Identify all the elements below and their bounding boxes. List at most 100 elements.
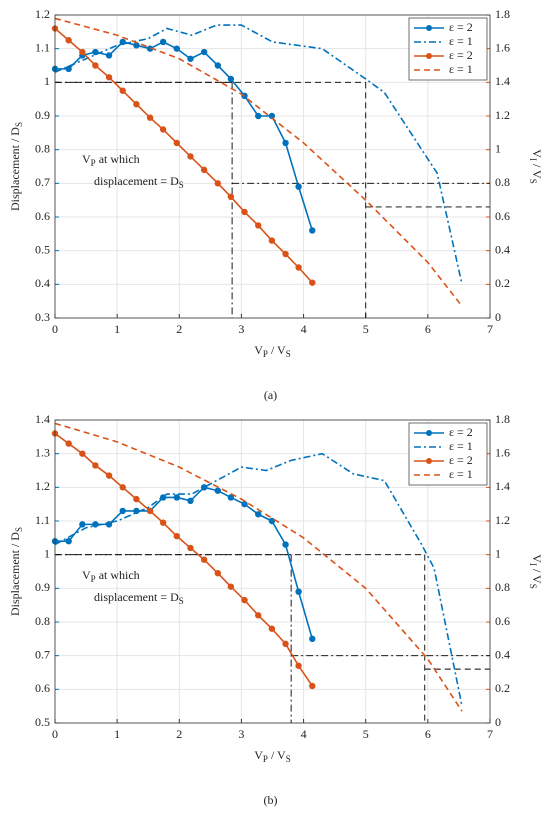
y2-tick-label: 0.4 [495, 242, 510, 256]
legend-marker [426, 25, 432, 31]
y2-tick-label: 0.6 [495, 614, 510, 628]
annotation: displacement = DS [94, 174, 184, 190]
legend-label: ε = 1 [449, 62, 473, 76]
y-axis-label-part: S [14, 527, 24, 532]
point [92, 462, 99, 469]
legend-marker [426, 53, 432, 59]
y2-tick-label: 1 [495, 141, 501, 155]
x-tick-label: 7 [487, 727, 493, 741]
series-line [55, 17, 463, 307]
point [268, 625, 276, 632]
y2-tick-label: 0.4 [495, 647, 510, 661]
x-tick-label: 5 [363, 322, 369, 336]
x-tick-label: 6 [425, 727, 431, 741]
x-tick-label: 6 [425, 322, 431, 336]
y-axis-label-part: Displacement / D [8, 127, 22, 211]
point [309, 227, 316, 234]
y2-tick-label: 0 [495, 715, 501, 729]
legend-label: ε = 1 [449, 467, 473, 481]
point [146, 45, 154, 52]
point [133, 495, 140, 503]
y2-axis-label: VI / VS [528, 149, 544, 183]
point [200, 48, 208, 56]
point [200, 556, 208, 563]
point [92, 62, 99, 69]
annotation-part: S [179, 180, 184, 190]
y2-axis-label-part: / V [530, 161, 544, 179]
y-axis-label: Displacement / DS [8, 122, 24, 211]
y-tick-label: 1.4 [35, 412, 50, 426]
y2-tick-label: 0.2 [495, 681, 510, 695]
point [79, 48, 86, 56]
x-tick-label: 3 [238, 322, 244, 336]
legend-label: ε = 1 [449, 439, 473, 453]
x-tick-label: 4 [301, 727, 307, 741]
y2-axis-label: VI / VS [528, 554, 544, 588]
point [241, 208, 248, 216]
y2-tick-label: 1.6 [495, 40, 510, 54]
y-tick-label: 0.8 [35, 614, 50, 628]
point [268, 237, 276, 244]
point [295, 183, 302, 190]
point [295, 264, 302, 271]
y-tick-label: 1.1 [35, 40, 50, 54]
y2-axis-label-part: V [530, 554, 544, 563]
x-tick-label: 0 [52, 727, 58, 741]
legend-marker [426, 430, 432, 436]
series-line [55, 452, 463, 707]
y2-tick-label: 0.6 [495, 209, 510, 223]
caption: (b) [264, 793, 278, 807]
point [187, 544, 194, 552]
x-axis-label-part: S [286, 349, 291, 359]
point [255, 112, 262, 120]
y-tick-label: 1.2 [35, 479, 50, 493]
axes-frame [54, 14, 491, 319]
legend-label: ε = 1 [449, 34, 473, 48]
point [119, 87, 126, 94]
y2-tick-label: 0.2 [495, 276, 510, 290]
y2-tick-label: 1.6 [495, 445, 510, 459]
legend-label: ε = 2 [449, 20, 473, 34]
point [133, 101, 140, 108]
point [295, 588, 302, 595]
y2-tick-label: 1.8 [495, 7, 510, 21]
x-axis-label-part: V [254, 748, 263, 762]
y-tick-label: 1 [44, 74, 50, 88]
legend-label: ε = 2 [449, 425, 473, 439]
y-tick-label: 1 [44, 546, 50, 560]
annotation-part: V [82, 568, 91, 582]
point [282, 139, 289, 147]
y2-axis-label-part: I [528, 158, 538, 161]
y-tick-label: 0.9 [35, 580, 50, 594]
y-tick-label: 0.5 [35, 242, 50, 256]
point [146, 114, 154, 121]
point [255, 612, 262, 619]
y-tick-label: 1.3 [35, 445, 50, 459]
point [214, 180, 222, 187]
annotation-part: at which [96, 152, 140, 166]
point [241, 500, 248, 508]
point [65, 37, 72, 44]
y-tick-label: 0.7 [35, 647, 50, 661]
point [119, 507, 126, 515]
point [309, 279, 316, 286]
point [65, 538, 72, 545]
point [268, 517, 276, 525]
y-tick-label: 0.9 [35, 108, 50, 122]
legend-label: ε = 2 [449, 453, 473, 467]
point [200, 166, 208, 174]
point [159, 38, 167, 46]
x-tick-label: 4 [301, 322, 307, 336]
y2-tick-label: 0 [495, 310, 501, 324]
point [255, 511, 262, 518]
caption: (a) [264, 388, 277, 402]
y2-axis-label-part: S [528, 584, 538, 589]
x-tick-label: 3 [238, 727, 244, 741]
point [200, 484, 208, 491]
point [187, 153, 194, 160]
point [65, 65, 72, 73]
x-axis-label: VP / VS [254, 343, 291, 359]
x-axis-label-part: / V [268, 343, 286, 357]
annotation-part: V [82, 152, 91, 166]
x-axis-label-part: / V [268, 748, 286, 762]
